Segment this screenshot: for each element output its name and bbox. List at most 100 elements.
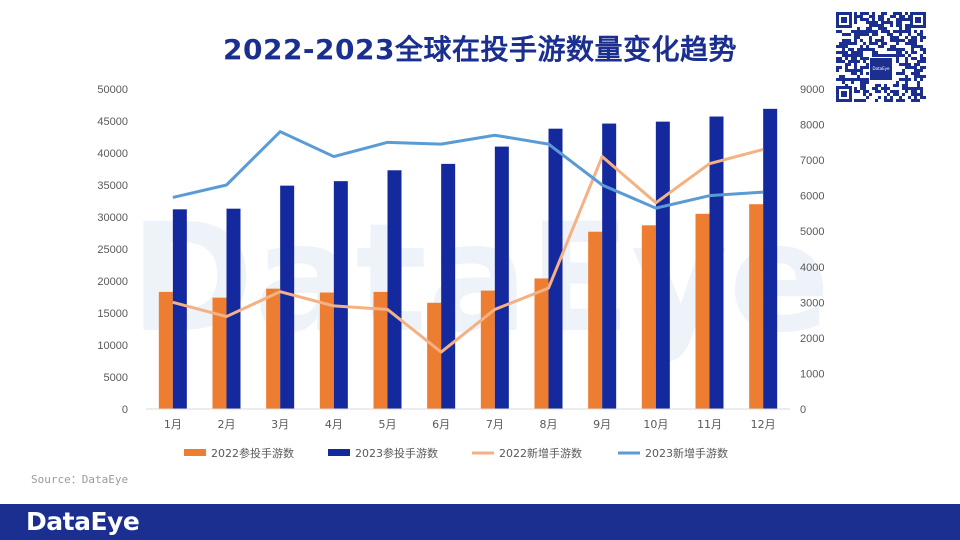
qr-module <box>839 51 842 54</box>
qr-module <box>851 81 854 84</box>
qr-module <box>887 48 890 51</box>
qr-module <box>845 39 848 42</box>
qr-module <box>866 96 869 99</box>
qr-module <box>899 12 902 15</box>
left-axis-tick-label: 20000 <box>97 276 128 288</box>
bar-2023 <box>333 181 348 409</box>
qr-module <box>914 69 917 72</box>
qr-module <box>848 54 851 57</box>
qr-module <box>842 75 845 78</box>
left-axis-tick-label: 45000 <box>97 116 128 128</box>
qr-module <box>842 39 845 42</box>
qr-module <box>866 12 869 15</box>
qr-module <box>845 63 848 66</box>
qr-module <box>860 48 863 51</box>
qr-module <box>917 93 920 96</box>
qr-module <box>899 78 902 81</box>
qr-module <box>854 90 857 93</box>
qr-module <box>902 15 905 18</box>
qr-module <box>917 45 920 48</box>
x-axis-tick-label: 7月 <box>486 418 504 431</box>
qr-module <box>890 21 893 24</box>
qr-module <box>896 30 899 33</box>
qr-module <box>842 54 845 57</box>
qr-module <box>908 63 911 66</box>
qr-module <box>920 33 923 36</box>
qr-module <box>863 93 866 96</box>
qr-module <box>851 51 854 54</box>
qr-module <box>896 42 899 45</box>
qr-module <box>845 45 848 48</box>
qr-module <box>857 51 860 54</box>
qr-module <box>884 96 887 99</box>
qr-module <box>875 84 878 87</box>
qr-module <box>863 48 866 51</box>
bar-2022 <box>158 291 173 409</box>
qr-module <box>911 39 914 42</box>
right-axis-tick-label: 6000 <box>800 191 824 203</box>
qr-module <box>887 30 890 33</box>
line-2022-new <box>172 147 764 354</box>
x-axis-tick-label: 1月 <box>164 418 182 431</box>
qr-module <box>914 45 917 48</box>
qr-module <box>905 27 908 30</box>
bar-2022 <box>480 290 495 409</box>
qr-module <box>878 90 881 93</box>
qr-module <box>908 42 911 45</box>
qr-module <box>869 48 872 51</box>
qr-module <box>857 27 860 30</box>
bar-2022 <box>749 204 764 409</box>
qr-module <box>890 96 893 99</box>
qr-module <box>866 48 869 51</box>
qr-module <box>869 15 872 18</box>
qr-module <box>851 60 854 63</box>
qr-module <box>866 33 869 36</box>
qr-module <box>920 87 923 90</box>
qr-module <box>923 48 926 51</box>
qr-module <box>914 87 917 90</box>
qr-module <box>872 51 875 54</box>
qr-module <box>857 54 860 57</box>
qr-module <box>845 33 848 36</box>
qr-module <box>860 15 863 18</box>
qr-module <box>896 54 899 57</box>
qr-module <box>905 24 908 27</box>
qr-module <box>866 72 869 75</box>
qr-module <box>878 39 881 42</box>
qr-module <box>893 39 896 42</box>
qr-module <box>890 99 893 102</box>
qr-module <box>905 18 908 21</box>
qr-module <box>869 42 872 45</box>
bar-2023 <box>709 116 724 410</box>
qr-module <box>881 21 884 24</box>
qr-module <box>890 33 893 36</box>
qr-module <box>884 42 887 45</box>
qr-module <box>863 12 866 15</box>
bar-2022 <box>427 302 442 409</box>
qr-module <box>857 99 860 102</box>
qr-module <box>857 30 860 33</box>
qr-module <box>860 69 863 72</box>
qr-module <box>842 60 845 63</box>
qr-module <box>854 21 857 24</box>
qr-module <box>887 54 890 57</box>
qr-module <box>860 12 863 15</box>
qr-module <box>911 51 914 54</box>
qr-module <box>860 66 863 69</box>
qr-module <box>905 60 908 63</box>
qr-module <box>899 18 902 21</box>
qr-module <box>863 18 866 21</box>
qr-module <box>860 78 863 81</box>
qr-module <box>911 99 914 102</box>
x-axis-tick-label: 4月 <box>325 418 343 431</box>
qr-module <box>914 42 917 45</box>
qr-module <box>905 81 908 84</box>
qr-module <box>920 96 923 99</box>
qr-module <box>836 66 839 69</box>
qr-module <box>896 39 899 42</box>
qr-module <box>842 45 845 48</box>
qr-module <box>854 72 857 75</box>
qr-module <box>890 90 893 93</box>
qr-module <box>854 42 857 45</box>
qr-module <box>881 15 884 18</box>
